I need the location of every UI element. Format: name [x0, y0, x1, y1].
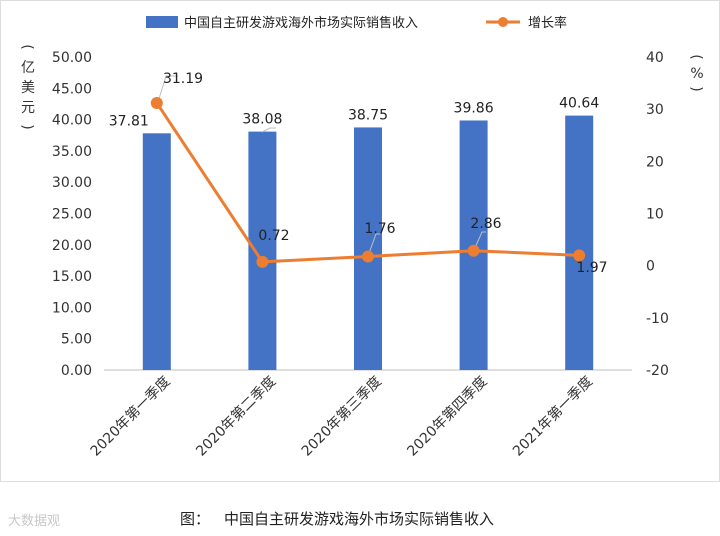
- growth-data-label: 2.86: [470, 216, 501, 232]
- y-right-tick-label: -10: [646, 311, 669, 327]
- x-tick-label: 2021年第一季度: [509, 373, 596, 460]
- legend: 中国自主研发游戏海外市场实际销售收入 增长率: [146, 15, 567, 31]
- x-tick-label: 2020年第四季度: [404, 373, 491, 460]
- y-left-tick-label: 30.00: [52, 175, 92, 191]
- leader-lines: [157, 75, 486, 257]
- bar-data-label: 39.86: [454, 100, 494, 116]
- growth-point: [573, 249, 586, 262]
- y-left-tick-label: 25.00: [52, 207, 92, 223]
- bar-data-label: 38.08: [242, 112, 282, 128]
- line-data-labels: 31.19 0.72 1.76 2.86 1.97: [163, 71, 608, 276]
- x-tick-label: 2020年第一季度: [87, 373, 174, 460]
- y-left-tick-label: 40.00: [52, 113, 92, 129]
- y-left-tick-label: 45.00: [52, 81, 92, 97]
- bar-data-labels: 37.81 38.08 38.75 39.86 40.64: [109, 96, 600, 130]
- y-left-tick-label: 5.00: [61, 332, 92, 348]
- legend-label-bar: 中国自主研发游戏海外市场实际销售收入: [184, 15, 418, 31]
- y-right-title-char: %: [690, 66, 703, 82]
- y-left-tick-label: 35.00: [52, 144, 92, 160]
- y-left-tick-label: 50.00: [52, 50, 92, 66]
- y-left-title-char: 元: [21, 100, 35, 116]
- bar-data-label: 37.81: [109, 113, 149, 129]
- bar-data-label: 38.75: [348, 107, 388, 123]
- y-left-tick-label: 10.00: [52, 300, 92, 316]
- y-right-tick-label: -20: [646, 363, 669, 379]
- y-right-title-char: ): [688, 86, 704, 91]
- y-left-axis-title: ( 亿美元): [19, 44, 35, 129]
- y-left-tick-label: 0.00: [61, 363, 92, 379]
- caption-text: 中国自主研发游戏海外市场实际销售收入: [224, 510, 495, 528]
- chart: 中国自主研发游戏海外市场实际销售收入 增长率 0.00 5.00 10.00 15.00…: [0, 0, 720, 482]
- leader-line: [261, 127, 276, 133]
- y-right-tick-label: 10: [646, 207, 664, 223]
- bar: [565, 115, 594, 370]
- growth-point: [362, 250, 374, 263]
- watermark: 大数据观: [8, 510, 60, 529]
- x-tick-label: 2020年第三季度: [298, 373, 385, 460]
- y-right-tick-label: 30: [646, 102, 664, 118]
- y-left-title-char: (: [19, 44, 35, 49]
- bar: [248, 131, 277, 370]
- y-right-tick-label: 0: [646, 259, 655, 275]
- line-series: [150, 96, 586, 268]
- figure-caption: 图： 中国自主研发游戏海外市场实际销售收入: [180, 508, 494, 529]
- growth-data-label: 1.76: [364, 221, 395, 237]
- leader-line: [157, 75, 178, 103]
- y-right-tick-label: 40: [646, 50, 664, 66]
- y-left-axis: 0.00 5.00 10.00 15.00 20.00 25.00 30.00 35.00 40…: [52, 50, 92, 379]
- growth-data-label: 31.19: [163, 71, 203, 87]
- leader-line: [473, 231, 486, 251]
- y-left-tick-label: 15.00: [52, 269, 92, 285]
- watermark-text: 大数据观: [8, 514, 61, 529]
- growth-data-label: 1.97: [576, 260, 607, 276]
- x-axis: 2020年第一季度 2020年第二季度 2020年第三季度 2020年第四季度 2021…: [87, 373, 596, 460]
- legend-swatch-bar: [146, 16, 178, 28]
- y-right-axis: -20 -10 0 10 20 30 40: [646, 50, 669, 379]
- leader-line: [367, 233, 380, 257]
- y-left-title-char: ): [19, 124, 35, 129]
- bar: [142, 133, 171, 370]
- legend-swatch-marker: [498, 17, 508, 27]
- growth-point: [256, 255, 269, 268]
- y-left-tick-label: 20.00: [52, 238, 92, 254]
- bar-series: [142, 115, 594, 370]
- caption-prefix: 图：: [180, 510, 211, 528]
- growth-point: [467, 244, 480, 257]
- growth-point: [150, 96, 163, 109]
- y-right-tick-label: 20: [646, 154, 664, 170]
- x-tick-label: 2020年第二季度: [193, 373, 280, 460]
- y-right-axis-title: (%): [688, 54, 704, 91]
- legend-label-line: 增长率: [528, 15, 567, 31]
- bar-data-label: 40.64: [559, 96, 599, 112]
- growth-data-label: 0.72: [258, 228, 289, 244]
- combo-chart: 中国自主研发游戏海外市场实际销售收入 增长率 0.00 5.00 10.00 15.00…: [0, 0, 720, 482]
- bar: [354, 127, 382, 370]
- y-left-title-char: 亿: [21, 60, 35, 76]
- y-left-title-char: 美: [21, 80, 35, 96]
- y-right-title-char: (: [688, 54, 704, 59]
